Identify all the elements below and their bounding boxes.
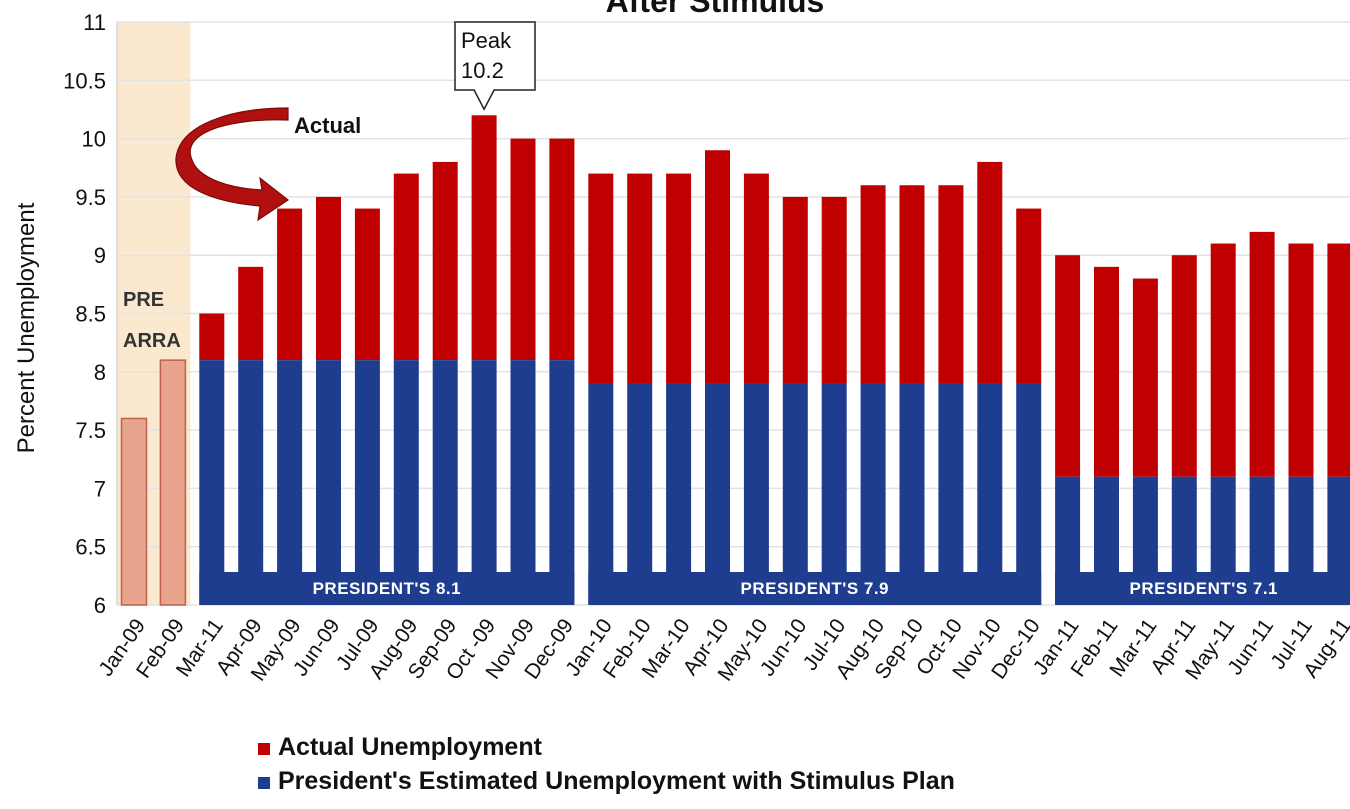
bar-estimate xyxy=(783,383,808,605)
bar-estimate xyxy=(433,360,458,605)
bar-estimate xyxy=(394,360,419,605)
bar-estimate xyxy=(511,360,536,605)
bar-actual xyxy=(316,197,341,360)
y-tick-label: 11 xyxy=(83,10,106,35)
bar-actual xyxy=(1211,244,1236,477)
bar-layer xyxy=(122,115,1350,605)
president-band-label: PRESIDENT'S 7.1 xyxy=(1129,579,1278,598)
bar-estimate xyxy=(666,383,691,605)
bar-estimate xyxy=(705,383,730,605)
bar-actual xyxy=(1172,255,1197,477)
bar-actual xyxy=(588,174,613,384)
bar-actual xyxy=(1094,267,1119,477)
pre-arra-label-line1: PRE xyxy=(123,289,164,311)
bar-actual xyxy=(861,185,886,383)
y-tick-label: 8.5 xyxy=(75,302,106,327)
bar-actual xyxy=(822,197,847,384)
actual-annotation: Actual xyxy=(294,113,361,138)
y-axis-title: Percent Unemployment xyxy=(13,202,40,453)
y-tick-label: 6 xyxy=(94,593,106,618)
bar-pre-arra xyxy=(122,418,147,605)
bar-estimate xyxy=(822,383,847,605)
curved-arrow-icon xyxy=(176,108,288,220)
bar-actual xyxy=(1016,209,1041,384)
bar-actual xyxy=(1055,255,1080,477)
bar-actual xyxy=(1250,232,1275,477)
pre-arra-label-line2: ARRA xyxy=(123,330,181,352)
bar-actual xyxy=(938,185,963,383)
bar-actual xyxy=(900,185,925,383)
bar-pre-arra xyxy=(160,360,185,605)
bar-estimate xyxy=(588,383,613,605)
bar-actual xyxy=(627,174,652,384)
bar-estimate xyxy=(1016,383,1041,605)
bar-estimate xyxy=(977,383,1002,605)
bar-estimate xyxy=(316,360,341,605)
bar-estimate xyxy=(472,360,497,605)
president-band-label: PRESIDENT'S 7.9 xyxy=(740,579,889,598)
y-tick-label: 9.5 xyxy=(75,185,106,210)
bar-actual xyxy=(549,139,574,361)
bar-estimate xyxy=(861,383,886,605)
band-layer: PRESIDENT'S 8.1 PRESIDENT'S 7.9 PRESIDENT'… xyxy=(199,572,1350,605)
bar-estimate xyxy=(238,360,263,605)
bar-estimate xyxy=(277,360,302,605)
peak-callout-value: 10.2 xyxy=(461,58,504,83)
y-tick-label: 7.5 xyxy=(75,418,106,443)
bar-actual xyxy=(705,150,730,383)
y-tick-label: 7 xyxy=(94,476,106,501)
bar-actual xyxy=(238,267,263,360)
y-tick-label: 8 xyxy=(94,360,106,385)
bar-estimate xyxy=(627,383,652,605)
y-tick-label: 10 xyxy=(82,127,106,152)
bar-actual xyxy=(433,162,458,360)
bar-actual xyxy=(1133,279,1158,477)
peak-callout-label: Peak xyxy=(461,28,512,53)
bar-actual xyxy=(744,174,769,384)
bar-actual xyxy=(511,139,536,361)
bar-actual xyxy=(199,314,224,361)
y-tick-label: 10.5 xyxy=(63,68,106,93)
bar-actual xyxy=(783,197,808,384)
president-band-label: PRESIDENT'S 8.1 xyxy=(313,579,462,598)
bar-actual xyxy=(355,209,380,361)
legend-layer: Actual Unemployment President's Estimated… xyxy=(258,733,955,795)
bar-actual xyxy=(666,174,691,384)
bar-actual xyxy=(1327,244,1350,477)
chart-title: After Stimulus xyxy=(606,0,825,19)
bar-estimate xyxy=(900,383,925,605)
bar-actual xyxy=(472,115,497,360)
bar-estimate xyxy=(199,360,224,605)
bar-estimate xyxy=(549,360,574,605)
bar-estimate xyxy=(744,383,769,605)
bar-estimate xyxy=(355,360,380,605)
bar-actual xyxy=(977,162,1002,384)
bar-estimate xyxy=(938,383,963,605)
legend-swatch xyxy=(258,777,270,789)
bar-actual xyxy=(277,209,302,361)
bar-actual xyxy=(1289,244,1314,477)
bar-actual xyxy=(394,174,419,361)
legend-label: President's Estimated Unemployment with … xyxy=(278,767,955,795)
y-tick-label: 9 xyxy=(94,243,106,268)
legend-label: Actual Unemployment xyxy=(278,733,543,761)
legend-swatch xyxy=(258,743,270,755)
y-tick-label: 6.5 xyxy=(75,535,106,560)
